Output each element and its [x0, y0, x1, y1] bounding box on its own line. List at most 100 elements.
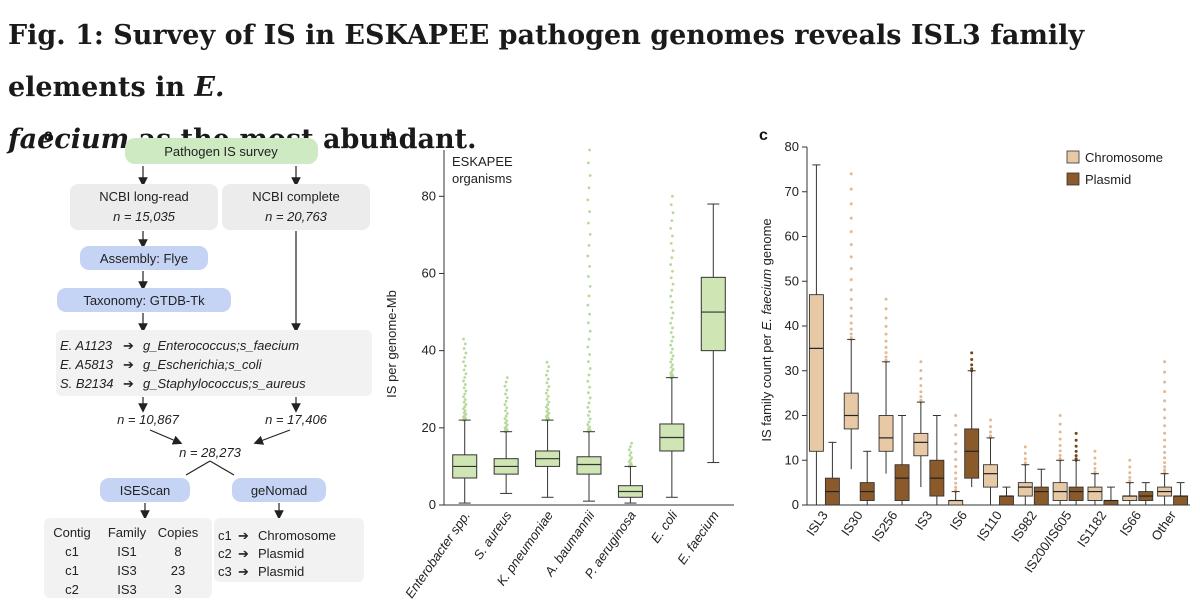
group-is3	[913, 360, 945, 505]
outlier-point	[884, 332, 888, 336]
outlier-point	[970, 351, 974, 355]
outlier-point	[671, 282, 675, 286]
outlier-point	[1163, 438, 1167, 442]
group-other	[1157, 360, 1189, 506]
tax-rows-box	[56, 330, 372, 396]
x-tick-label: E. faecium	[674, 508, 722, 567]
outlier-point	[989, 430, 992, 434]
outlier-point	[587, 186, 591, 190]
outlier-point	[849, 288, 853, 292]
panel-c-letter: c	[759, 127, 768, 144]
outlier-point	[954, 442, 958, 446]
panel-c-legend: Chromosome Plasmid	[1066, 150, 1163, 187]
legend-swatch-plasmid	[1066, 172, 1080, 186]
outlier-point	[669, 351, 673, 354]
outlier-point	[669, 242, 673, 245]
outlier-point	[1074, 438, 1078, 442]
table-cell: c2	[65, 582, 79, 597]
outlier-point	[1128, 465, 1132, 469]
pathogen-survey-box	[125, 138, 318, 164]
outlier-point	[505, 412, 509, 415]
outlier-point	[954, 433, 958, 437]
outlier-point	[545, 410, 549, 413]
box-plasmid	[1173, 482, 1189, 506]
outlier-point	[463, 364, 467, 368]
outlier-point	[849, 336, 853, 340]
outlier-point	[669, 294, 673, 298]
genomad-contig: c1	[218, 528, 232, 543]
outlier-point	[671, 194, 674, 198]
panel-a-letter: a	[44, 127, 53, 144]
box-plasmid	[894, 415, 910, 505]
x-tick-label: IS66	[1117, 508, 1145, 539]
outlier-point	[462, 386, 466, 390]
outlier-point	[849, 243, 853, 247]
isescan-box	[100, 478, 190, 502]
y-tick-label: 10	[785, 452, 799, 467]
outlier-point	[989, 425, 992, 429]
outlier-point	[505, 406, 509, 410]
outlier-point	[954, 488, 958, 492]
outlier-point	[671, 211, 675, 215]
outlier-point	[1074, 431, 1078, 435]
x-tick-label: ISL3	[803, 508, 831, 539]
outlier-point	[545, 381, 549, 385]
outlier-point	[586, 198, 590, 202]
iqr-box	[1173, 495, 1189, 506]
outlier-point	[954, 471, 958, 475]
outlier-point	[884, 339, 888, 343]
box-chromosome	[1087, 449, 1103, 505]
iqr-box	[913, 432, 929, 457]
outlier-point	[1163, 399, 1167, 403]
outlier-point	[954, 423, 958, 427]
outlier-point	[544, 405, 548, 409]
outlier-point	[1023, 461, 1027, 465]
outlier-point	[1163, 456, 1167, 460]
right-filtered-n: n = 17,406	[265, 412, 328, 427]
outlier-point	[1128, 479, 1132, 483]
outlier-point	[1058, 457, 1062, 461]
outlier-point	[1128, 458, 1132, 462]
taxonomy-box	[57, 288, 231, 312]
outlier-point	[629, 451, 633, 455]
genomad-row-2: c2 ➔ Plasmid	[218, 546, 304, 561]
outlier-point	[669, 360, 673, 364]
outlier-point	[884, 358, 888, 362]
outlier-point	[1093, 456, 1097, 460]
outlier-point	[1093, 470, 1097, 474]
pathogen-survey-label: Pathogen IS survey	[164, 144, 278, 159]
legend-label-plasmid: Plasmid	[1085, 172, 1131, 187]
tax-row-3: S. B2134 ➔ g_Staphylococcus;s_aureus	[60, 376, 306, 391]
outlier-point	[954, 450, 958, 454]
panel-c-xlabels: ISL3 IS30 IS256 IS3 IS6 IS110 IS982IS200/IS605…	[803, 508, 1179, 576]
outlier-point	[463, 376, 467, 379]
panel-a-workflow-diagram: a Pathogen IS survey NCBI long-read n = …	[44, 127, 372, 598]
table-cell: c1	[65, 544, 79, 559]
outlier-point	[671, 300, 674, 304]
outlier-point	[669, 227, 673, 230]
outlier-point	[671, 363, 674, 367]
outlier-point	[587, 161, 590, 165]
outlier-point	[588, 353, 591, 356]
outlier-point	[670, 316, 674, 320]
outlier-point	[462, 337, 465, 341]
outlier-point	[505, 388, 509, 392]
y-tick-label: 40	[785, 318, 799, 333]
iqr-box	[983, 464, 998, 488]
outlier-point	[669, 306, 673, 309]
outlier-point	[588, 210, 591, 214]
outlier-point	[586, 303, 590, 307]
outlier-point	[1163, 445, 1167, 449]
box-plasmid	[999, 486, 1014, 506]
outlier-point	[669, 276, 673, 280]
outlier-point	[954, 457, 958, 461]
ncbi-complete-label: NCBI complete	[252, 189, 339, 204]
genomad-rows-box	[214, 518, 364, 582]
table-cell: IS3	[117, 582, 137, 597]
outlier-point	[884, 345, 888, 349]
ylabel-lead: IS family count per	[759, 330, 774, 441]
outlier-point	[1163, 431, 1167, 435]
arrow-merge-right	[253, 429, 291, 445]
outlier-point	[1058, 443, 1062, 447]
outlier-point	[1093, 462, 1097, 466]
